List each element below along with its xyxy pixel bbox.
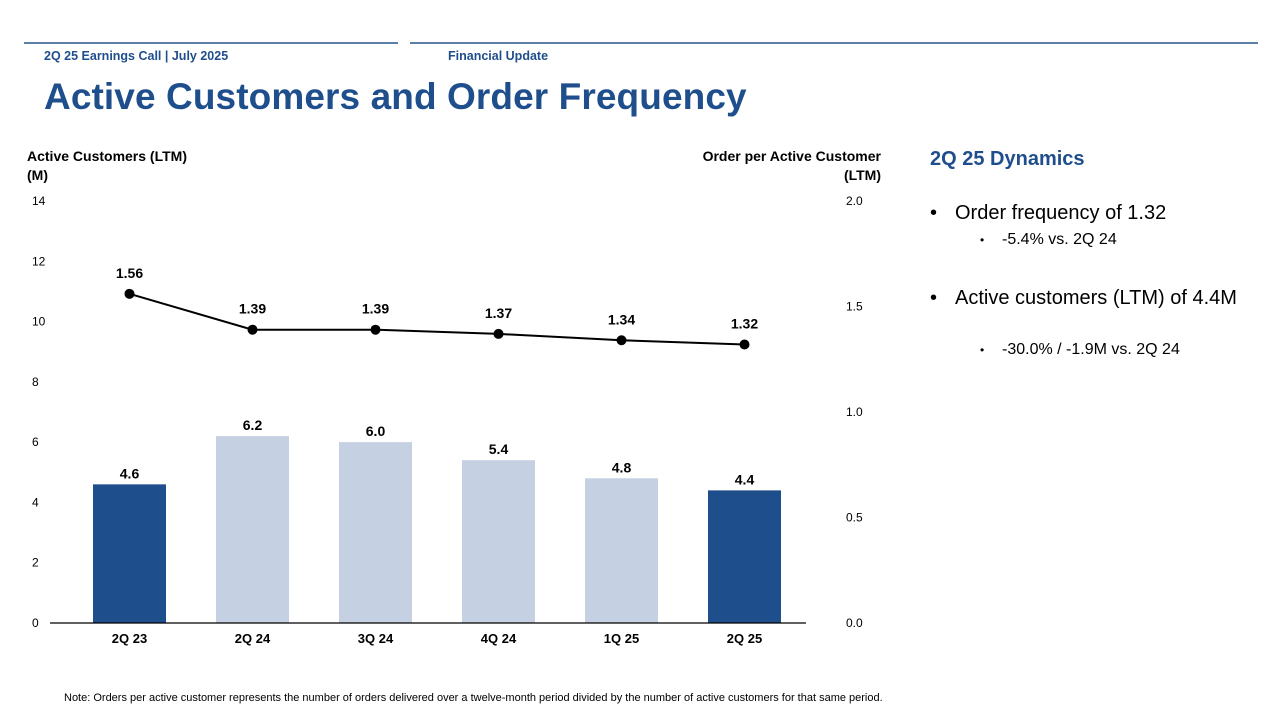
dynamics-title: 2Q 25 Dynamics [930, 148, 1085, 170]
header-rule-right [410, 42, 1258, 44]
category-label: 2Q 25 [727, 631, 762, 646]
right-axis-tick-label: 2.0 [846, 194, 863, 208]
category-label: 1Q 25 [604, 631, 639, 646]
category-label: 3Q 24 [358, 631, 394, 646]
category-label: 2Q 24 [235, 631, 271, 646]
order-frequency-line [129, 292, 745, 346]
right-axis-title-line1: Order per Active Customer [702, 148, 881, 164]
bar-4q-24 [462, 460, 535, 623]
dynamics-subbullet-2-text: -30.0% / -1.9M vs. 2Q 24 [1002, 341, 1180, 358]
left-axis-title-line1: Active Customers (LTM) [27, 148, 187, 164]
line-value-label: 1.39 [239, 301, 266, 317]
order-frequency-point [124, 288, 135, 299]
line-value-label: 1.34 [608, 311, 635, 327]
category-label: 2Q 23 [112, 631, 147, 646]
combo-chart: 0 2 4 6 8 10 12 14 0.0 0.5 1.0 1.5 2.0 4.6 6.2 6.0 5.4 4.… [32, 194, 863, 646]
dynamics-bullet-2-text: Active customers (LTM) of 4.4M [955, 287, 1237, 309]
dynamics-subbullet-1-text: -5.4% vs. 2Q 24 [1002, 231, 1117, 248]
page-title: Active Customers and Order Frequency [44, 76, 747, 117]
dynamics-subbullet-2: • -30.0% / -1.9M vs. 2Q 24 [980, 341, 1180, 359]
dynamics-bullet-1: • Order frequency of 1.32 [930, 202, 1250, 225]
right-axis-tick-label: 0.5 [846, 511, 863, 525]
bar-value-label: 5.4 [489, 441, 509, 457]
bar-value-label: 4.4 [735, 471, 755, 487]
header-event-label: 2Q 25 Earnings Call | July 2025 [44, 49, 229, 63]
header-section-label: Financial Update [448, 49, 549, 63]
dynamics-subbullet-1: • -5.4% vs. 2Q 24 [980, 231, 1117, 249]
bar-2q-24 [216, 436, 289, 623]
right-axis-title: Order per Active Customer (LTM) [703, 147, 881, 185]
bar-value-label: 6.2 [243, 417, 263, 433]
left-axis-tick-label: 4 [32, 495, 39, 509]
dynamics-bullet-1-text: Order frequency of 1.32 [955, 202, 1167, 224]
right-axis-tick-label: 1.0 [846, 405, 863, 419]
right-axis-title-line2: (LTM) [843, 167, 881, 183]
bullet-dot-icon: • [930, 287, 938, 309]
bar-2q-23 [93, 484, 166, 623]
header-rule-left [24, 42, 398, 44]
bar-2q-25 [708, 490, 781, 623]
bullet-dot-icon: • [930, 202, 938, 224]
right-axis-tick-label: 0.0 [846, 616, 863, 630]
left-axis-tick-label: 10 [32, 315, 46, 329]
bar-3q-24 [339, 442, 412, 623]
bar-1q-25 [585, 478, 658, 623]
left-axis-tick-label: 0 [32, 616, 39, 630]
left-axis-tick-label: 2 [32, 556, 39, 570]
line-value-label: 1.39 [362, 301, 389, 317]
left-axis-tick-label: 6 [32, 435, 39, 449]
left-axis-tick-label: 12 [32, 254, 46, 268]
line-value-label: 1.32 [731, 315, 758, 331]
order-frequency-point [739, 339, 750, 350]
bar-value-label: 6.0 [366, 423, 386, 439]
bar-value-label: 4.8 [612, 459, 632, 475]
order-frequency-point [370, 324, 381, 335]
category-label: 4Q 24 [481, 631, 517, 646]
order-frequency-point [247, 324, 258, 335]
line-value-label: 1.37 [485, 305, 512, 321]
left-axis-tick-label: 14 [32, 194, 46, 208]
dynamics-bullet-2: • Active customers (LTM) of 4.4M [930, 287, 1250, 310]
right-axis-tick-label: 1.5 [846, 300, 863, 314]
bar-value-label: 4.6 [120, 465, 140, 481]
left-axis-tick-label: 8 [32, 375, 39, 389]
bullet-dot-icon: • [980, 233, 985, 247]
left-axis-title-line2: (M) [27, 167, 48, 183]
footnote: Note: Orders per active customer represe… [64, 692, 883, 704]
order-frequency-point [616, 335, 627, 346]
left-axis-title: Active Customers (LTM) (M) [27, 147, 187, 185]
bullet-dot-icon: • [980, 343, 985, 357]
order-frequency-point [493, 328, 504, 339]
line-value-label: 1.56 [116, 265, 143, 281]
